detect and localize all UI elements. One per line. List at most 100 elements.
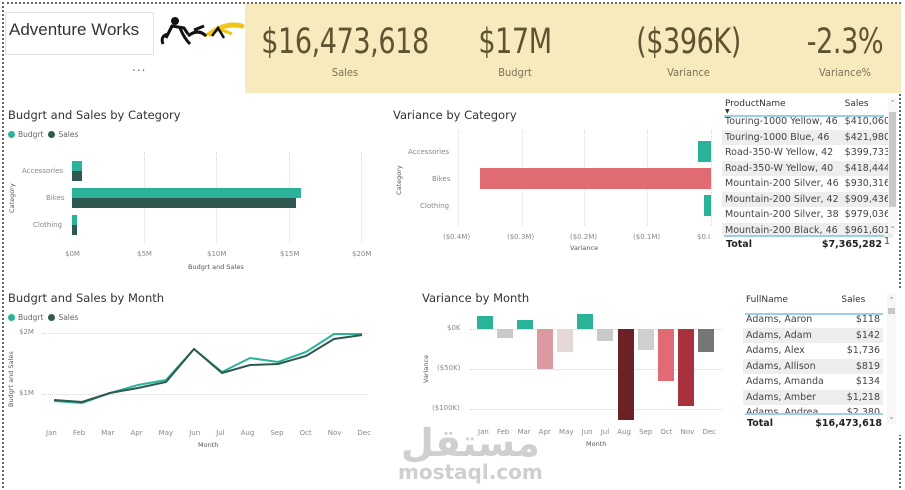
chart-title: Variance by Category	[393, 108, 517, 122]
table-row[interactable]: Adams, Adam $142	[743, 327, 883, 343]
bar-variance-jul[interactable]	[597, 329, 613, 341]
x-axis-title: Month	[198, 441, 219, 449]
table-row[interactable]: Adams, Aaron $118	[746, 314, 880, 326]
report-title: Adventure Works	[9, 20, 140, 39]
total-label: Total	[726, 239, 752, 250]
y-axis-title: Category	[395, 165, 403, 195]
chart-title: Budgrt and Sales by Month	[8, 291, 165, 305]
watermark-arabic: مستقل	[400, 421, 541, 465]
x-tick: $5M	[137, 250, 152, 258]
table-row[interactable]: Adams, Amanda $134	[746, 376, 880, 388]
table-row[interactable]: Adams, Amber $1,218	[743, 389, 883, 405]
bar-variance-nov[interactable]	[678, 329, 694, 406]
category-label: Bikes	[432, 175, 451, 183]
total-value: $16,473,618	[815, 418, 882, 429]
table-row[interactable]: Mountain-200 Black, 46 $961,601	[722, 222, 893, 238]
kpi-variance: ($396K) Variance	[611, 4, 766, 80]
table-row[interactable]: Mountain-200 Silver, 42 $909,436	[722, 191, 893, 207]
table-row[interactable]: Road-350-W Yellow, 42 $399,733	[725, 147, 890, 159]
bar-variance-aug[interactable]	[618, 329, 634, 420]
x-tick: $15M	[280, 250, 300, 258]
kpi-band: $16,473,618 Sales $17M Budgrt ($396K) Va…	[245, 4, 901, 93]
column-header-sales[interactable]: Sales	[841, 295, 866, 305]
legend-dot-icon	[48, 131, 56, 138]
scroll-up-icon[interactable]: ⌃	[888, 296, 895, 304]
report-title-box: Adventure Works	[5, 12, 154, 55]
category-label: Bikes	[46, 194, 65, 202]
y-tick: $1M	[19, 389, 34, 397]
bar-budget-bikes[interactable]	[72, 188, 301, 198]
line-series	[53, 333, 363, 405]
bar-variance-dec[interactable]	[698, 329, 714, 352]
y-tick: ($50K)	[437, 364, 461, 372]
kpi-variance-percent: -2.3% Variance%	[790, 4, 900, 80]
table-row[interactable]: Road-350-W Yellow, 40 $418,444	[722, 160, 893, 176]
bar-variance-jun[interactable]	[577, 314, 593, 329]
table-row[interactable]: Mountain-200 Silver, 46 $930,316	[725, 178, 890, 190]
scroll-up-icon[interactable]: ⌃	[889, 99, 896, 107]
x-tick: ($0.4M)	[443, 233, 471, 241]
table-row[interactable]: Adams, Allison $819	[743, 358, 883, 374]
scroll-down-icon[interactable]: ⌄	[888, 413, 895, 421]
total-divider	[724, 235, 884, 237]
table-scrollbar[interactable]: ⌃ ⌄	[887, 294, 896, 424]
chart-legend[interactable]: Budgrt Sales	[8, 130, 78, 139]
bar-sales-clothing[interactable]	[72, 225, 77, 235]
y-tick: $0K	[447, 324, 461, 332]
table-total-row: Total $7,365,282	[722, 235, 884, 255]
column-header-productname[interactable]: ProductName ▼	[725, 99, 786, 115]
table-header-row: ProductName ▼ Sales	[722, 95, 893, 115]
table-scrollbar[interactable]: ⌃ ⌄	[888, 97, 897, 233]
more-options-button[interactable]: ...	[132, 60, 147, 74]
kpi-sales: $16,473,618 Sales	[245, 4, 445, 80]
mostaql-watermark: مستقل mostaql.com	[398, 421, 543, 483]
table-row[interactable]: Adams, Andrea$2,380	[743, 405, 883, 421]
scroll-thumb[interactable]	[888, 308, 895, 314]
variance-by-month-chart[interactable]: Variance by Month $0K ($50K) ($100K) Var…	[390, 285, 730, 455]
product-sales-table[interactable]: ProductName ▼ Sales Touring-1000 Yellow, …	[722, 95, 897, 255]
bar-variance-apr[interactable]	[537, 329, 553, 369]
column-header-fullname[interactable]: FullName	[746, 295, 788, 305]
bar-sales-bikes[interactable]	[72, 198, 296, 208]
scroll-thumb[interactable]	[889, 112, 896, 207]
kpi-budget: $17M Budgrt	[465, 4, 565, 80]
bar-variance-clothing[interactable]	[704, 195, 711, 216]
bar-variance-accessories[interactable]	[698, 141, 711, 162]
bar-sales-accessories[interactable]	[72, 171, 82, 181]
bar-variance-mar[interactable]	[517, 320, 533, 329]
bar-variance-jan[interactable]	[477, 316, 493, 329]
bar-variance-oct[interactable]	[658, 329, 674, 381]
scroll-down-icon[interactable]: ⌄	[889, 222, 896, 230]
x-tick: ($0.3M)	[507, 233, 535, 241]
total-label: Total	[747, 418, 773, 429]
table-row[interactable]: Mountain-200 Silver, 38 $979,036	[725, 209, 890, 221]
table-row[interactable]: Adams, Alex $1,736	[746, 345, 880, 357]
budget-sales-by-month-chart[interactable]: Budgrt and Sales by Month Budgrt Sales $…	[0, 285, 380, 455]
y-tick: ($100K)	[432, 404, 460, 412]
kpi-label: Sales	[331, 66, 359, 79]
bar-variance-bikes[interactable]	[480, 168, 711, 189]
customer-sales-table[interactable]: FullName Sales Adams, Aaron $118 Adams, A…	[743, 290, 901, 435]
legend-label: Budgrt	[18, 313, 44, 322]
bar-variance-feb[interactable]	[497, 329, 513, 338]
chart-legend[interactable]: Budgrt Sales	[8, 313, 78, 322]
bar-budget-accessories[interactable]	[72, 161, 82, 171]
column-header-sales[interactable]: Sales	[844, 99, 869, 109]
chart-title: Budgrt and Sales by Category	[8, 108, 181, 122]
x-tick: ($0.1M)	[633, 233, 661, 241]
x-axis-ticks: Jan Feb Mar Apr May Jun Jul Aug Sep Oct …	[478, 428, 716, 436]
x-tick: $10M	[207, 250, 227, 258]
variance-by-category-chart[interactable]: Variance by Category Category Accessorie…	[385, 100, 715, 260]
kpi-label: Variance%	[818, 66, 872, 79]
legend-dot-icon	[48, 314, 56, 321]
x-axis-ticks: Jan Feb Mar Apr May Jun Jul Aug Sep Oct …	[46, 429, 371, 437]
bar-variance-sep[interactable]	[638, 329, 654, 350]
budget-sales-by-category-chart[interactable]: Budgrt and Sales by Category Budgrt Sale…	[0, 100, 380, 275]
table-row[interactable]: Touring-1000 Blue, 46 $421,980	[722, 129, 893, 145]
bar-variance-may[interactable]	[557, 329, 573, 352]
table-row[interactable]: Touring-1000 Yellow, 46 $410,060	[725, 116, 890, 128]
x-tick: $0.0M	[697, 233, 710, 241]
x-tick: $20M	[352, 250, 372, 258]
x-axis-title: Budgrt and Sales	[188, 263, 244, 271]
bar-budget-clothing[interactable]	[72, 215, 77, 225]
